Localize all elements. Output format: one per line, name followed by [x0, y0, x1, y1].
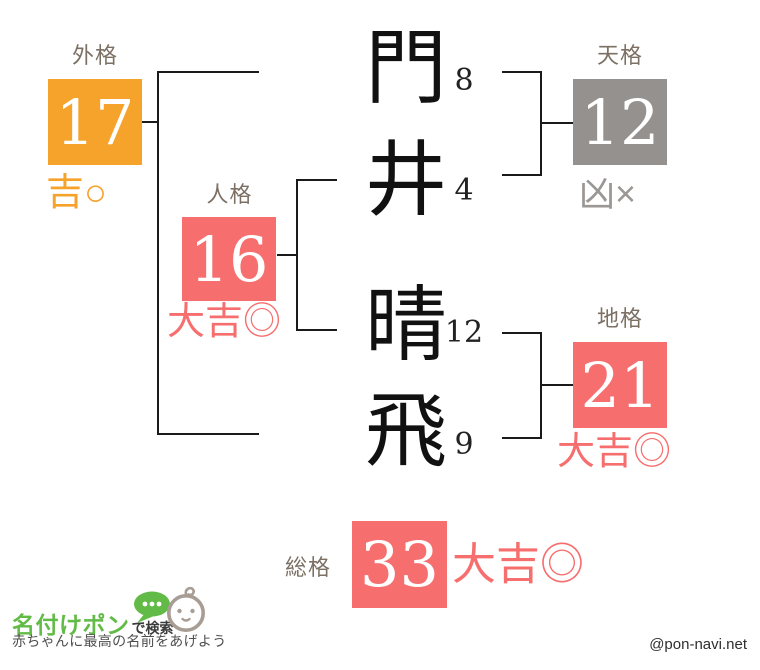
jinkaku-label: 人格 [206, 182, 253, 207]
soukaku-rating: 大吉◎ [452, 540, 584, 589]
gaikaku-value-box: 17 [48, 79, 142, 165]
jinkaku-box-connector-line [277, 254, 297, 256]
chikaku-rating: 大吉◎ [557, 431, 672, 473]
jinkaku-bracket-vertical-line [296, 179, 298, 331]
stroke-count-1: 8 [454, 63, 474, 98]
soukaku-label: 総格 [284, 555, 331, 580]
baby-face-icon [166, 586, 206, 633]
jinkaku-rating: 大吉◎ [167, 301, 282, 343]
tenkaku-value-box: 12 [573, 79, 667, 165]
name-char-1: 門 [364, 21, 447, 116]
chikaku-value-box: 21 [573, 342, 667, 428]
stroke-count-3: 12 [444, 315, 484, 350]
site-logo-text: 名付けポン [12, 612, 130, 638]
stroke-count-4: 9 [454, 427, 474, 462]
jinkaku-value-box: 16 [182, 217, 276, 301]
chikaku-box-connector-line [540, 384, 573, 386]
stroke-count-2: 4 [454, 173, 474, 208]
name-char-3: 晴 [364, 278, 447, 373]
gaikaku-bracket-top-line [157, 71, 259, 73]
chikaku-label: 地格 [596, 306, 643, 331]
gaikaku-bracket-bottom-line [157, 433, 259, 435]
chikaku-bracket-top-line [502, 332, 542, 334]
tenkaku-label: 天格 [596, 43, 643, 68]
tenkaku-bracket-bottom-line [502, 174, 542, 176]
gaikaku-box-connector-line [142, 121, 158, 123]
gaikaku-rating: 吉○ [46, 172, 107, 214]
speech-bubble-icon [134, 591, 170, 623]
tenkaku-box-connector-line [540, 122, 573, 124]
jinkaku-bracket-bottom-line [296, 329, 337, 331]
jinkaku-bracket-top-line [296, 179, 337, 181]
soukaku-value-box: 33 [352, 521, 447, 608]
site-watermark: @pon-navi.net [649, 636, 747, 653]
gaikaku-label: 外格 [71, 43, 118, 68]
chikaku-bracket-bottom-line [502, 437, 542, 439]
name-char-4: 飛 [364, 384, 447, 479]
gaikaku-bracket-vertical-line [157, 71, 159, 435]
tenkaku-bracket-top-line [502, 71, 542, 73]
site-tagline: 赤ちゃんに最高の名前をあげよう [12, 633, 227, 649]
site-logo-suffix: で検索 [131, 620, 174, 636]
tenkaku-rating: 凶× [579, 173, 637, 214]
name-char-2: 井 [364, 133, 447, 228]
site-logo: 名付けポン で検索 [12, 606, 174, 640]
